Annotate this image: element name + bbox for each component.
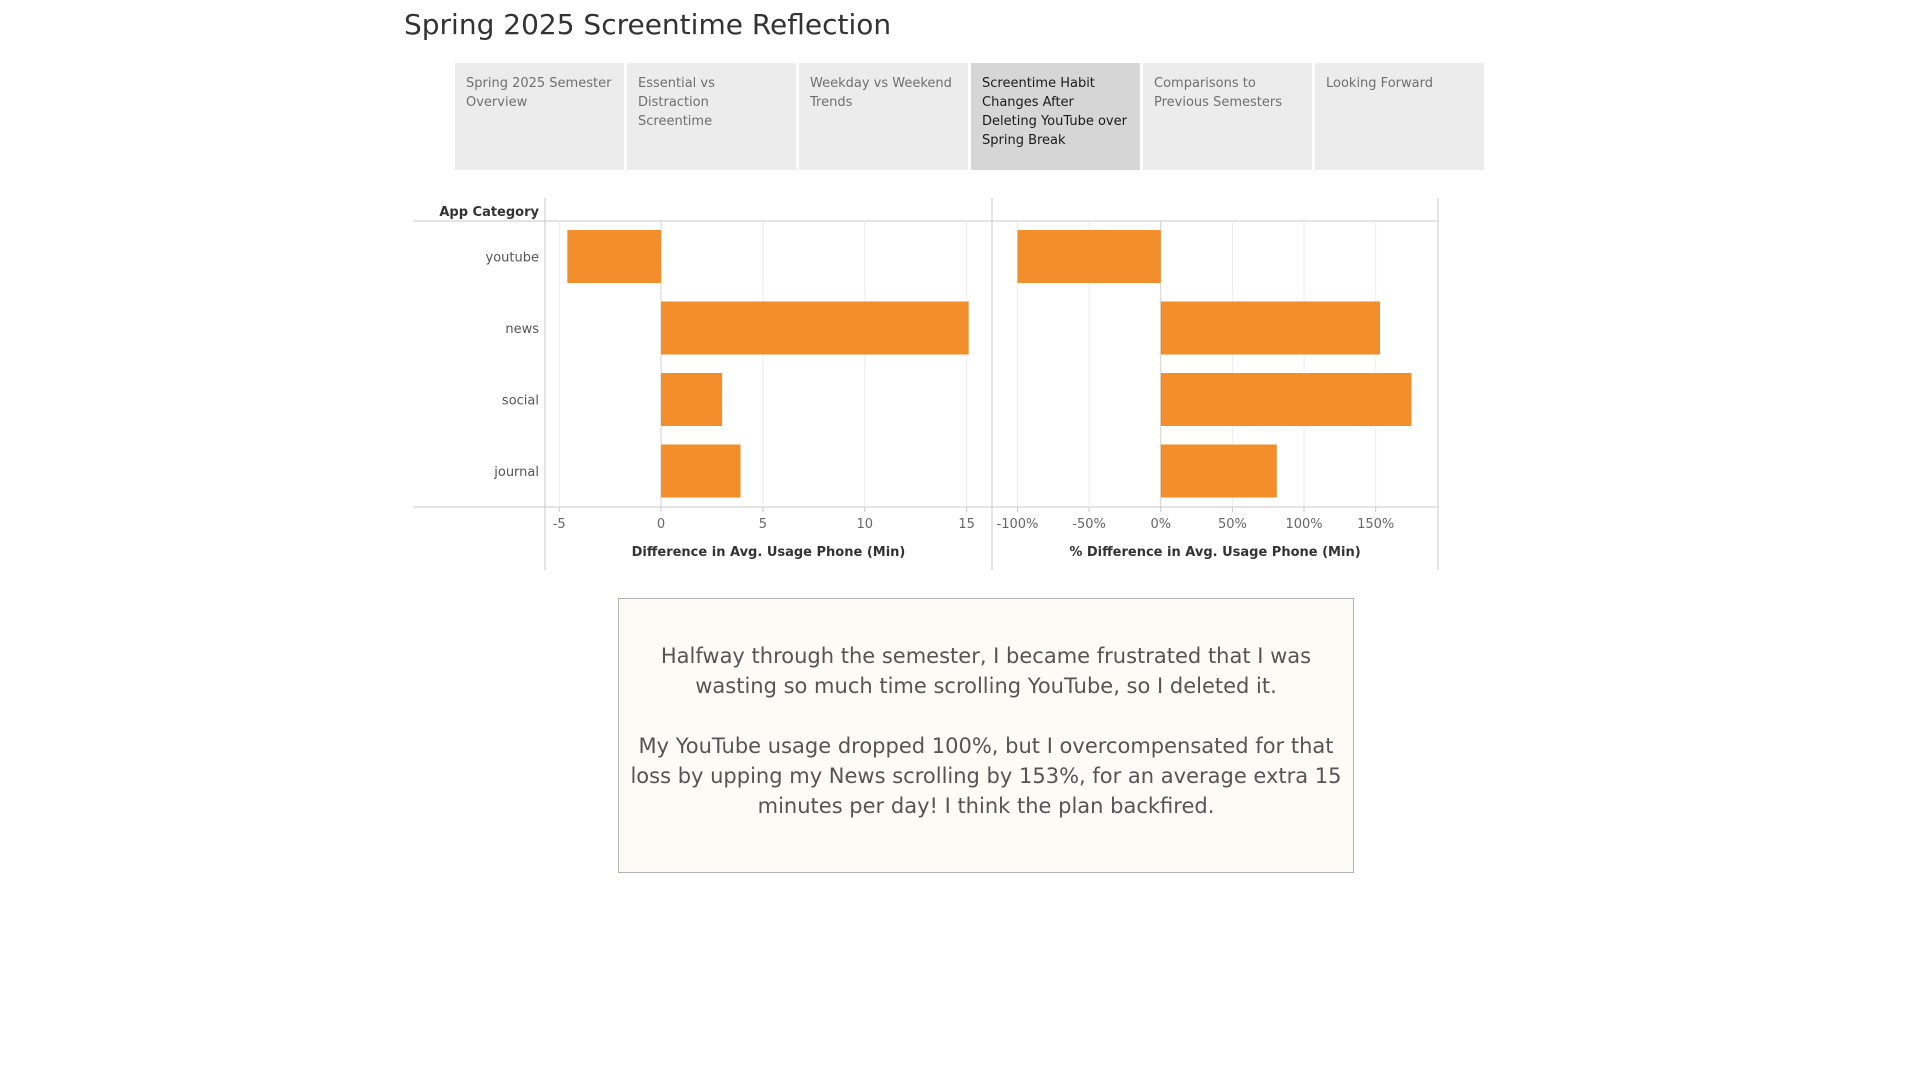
tick-label: 5	[759, 517, 767, 532]
tab-youtube-habit-changes[interactable]: Screentime Habit Changes After Deleting …	[971, 63, 1140, 170]
category-label: journal	[493, 465, 539, 480]
tick-label: 150%	[1357, 517, 1394, 532]
bar-social	[661, 373, 723, 426]
tab-previous-semesters[interactable]: Comparisons to Previous Semesters	[1143, 63, 1312, 170]
tab-semester-overview[interactable]: Spring 2025 Semester Overview	[455, 63, 624, 170]
tab-essential-vs-distraction[interactable]: Essential vs Distraction Screentime	[627, 63, 796, 170]
tab-label: Essential vs Distraction Screentime	[638, 76, 715, 129]
bar-youtube	[567, 230, 662, 283]
tick-label: 0	[657, 517, 665, 532]
bar-news	[1160, 301, 1380, 355]
tick-label: 100%	[1285, 517, 1322, 532]
bar-youtube	[1017, 230, 1161, 283]
category-label: social	[502, 394, 539, 409]
bar-journal	[661, 444, 741, 498]
bar-journal	[1160, 444, 1277, 498]
tick-label: -100%	[997, 517, 1039, 532]
row-header-label: App Category	[439, 205, 539, 220]
tick-label: 50%	[1218, 517, 1247, 532]
x-axis-title: % Difference in Avg. Usage Phone (Min)	[1069, 545, 1360, 560]
tab-label: Weekday vs Weekend Trends	[810, 76, 952, 110]
usage-difference-chart: App Category youtube news social journal -5 0 5…	[413, 198, 1439, 570]
tab-label: Looking Forward	[1326, 76, 1433, 91]
tab-weekday-vs-weekend[interactable]: Weekday vs Weekend Trends	[799, 63, 968, 170]
reflection-note: Halfway through the semester, I became f…	[618, 598, 1354, 873]
tick-label: 15	[958, 517, 975, 532]
tab-looking-forward[interactable]: Looking Forward	[1315, 63, 1484, 170]
dashboard-tabs: Spring 2025 Semester Overview Essential …	[455, 63, 1484, 170]
x-axis-title: Difference in Avg. Usage Phone (Min)	[632, 545, 906, 560]
tick-label: 10	[856, 517, 873, 532]
tick-label: 0%	[1150, 517, 1171, 532]
note-paragraph: My YouTube usage dropped 100%, but I ove…	[630, 734, 1342, 818]
bar-news	[661, 301, 969, 355]
category-label: youtube	[486, 251, 539, 266]
tick-label: -5	[553, 517, 566, 532]
bar-social	[1160, 373, 1412, 426]
tab-label: Screentime Habit Changes After Deleting …	[982, 76, 1127, 148]
tick-label: -50%	[1072, 517, 1106, 532]
tab-label: Spring 2025 Semester Overview	[466, 76, 612, 110]
category-label: news	[505, 322, 539, 337]
note-paragraph: Halfway through the semester, I became f…	[660, 644, 1312, 698]
page-title: Spring 2025 Screentime Reflection	[404, 8, 892, 41]
tab-label: Comparisons to Previous Semesters	[1154, 76, 1282, 110]
